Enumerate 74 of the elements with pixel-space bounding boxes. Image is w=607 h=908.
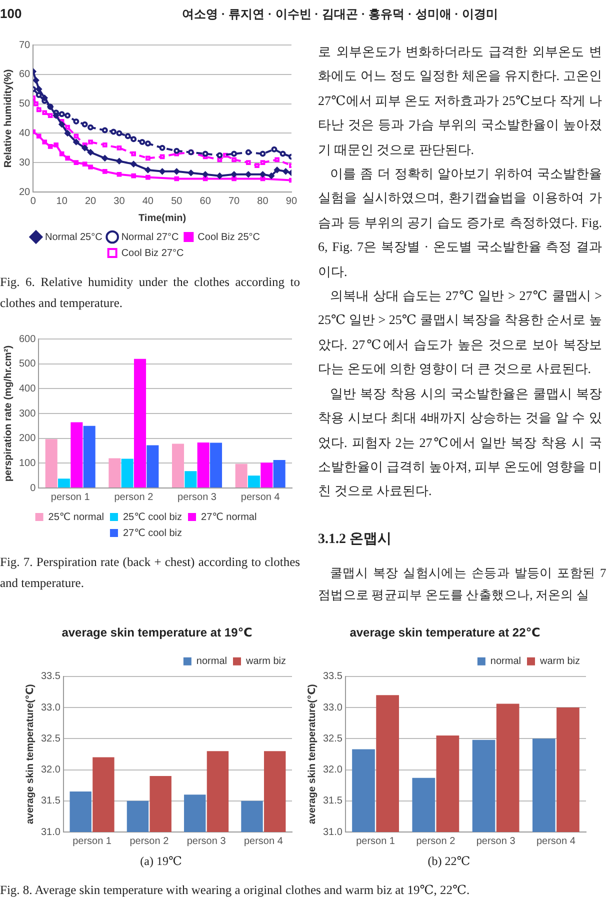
caption: Fig. 8. Average skin temperature with wearing a original clothes and warm biz at 19℃, 22℃. — [0, 882, 471, 898]
y-tick-label: 300 — [18, 408, 36, 420]
x-tick-label: person 4 — [240, 492, 280, 503]
y-tick-label: 70 — [19, 40, 31, 51]
x-tick-label: person 4 — [244, 836, 284, 847]
x-tick-label: 10 — [56, 196, 68, 207]
caption: Fig. 6. Relative humidity under the clothes according to clothes and temperature. — [0, 274, 300, 312]
y-axis-title: Relative humidity(%) — [2, 69, 14, 168]
x-tick-label: 70 — [228, 196, 240, 207]
x-tick-label: 20 — [84, 196, 97, 207]
y-tick-label: 30 — [19, 157, 31, 168]
y-tick-label: 20 — [19, 186, 31, 198]
y-tick-label: 200 — [18, 433, 36, 444]
legend-label: 27℃ cool biz — [122, 528, 182, 539]
y-tick-label: 32.5 — [322, 733, 343, 744]
y-tick-label: 33.0 — [40, 702, 61, 714]
y-tick-label: 31.0 — [40, 826, 61, 838]
x-tick-label: person 2 — [130, 836, 170, 847]
caption: Fig. 7. Perspiration rate (back + chest) according to clothes and temperature. — [0, 554, 300, 592]
x-tick-label: person 3 — [186, 836, 226, 847]
y-tick-label: 32.5 — [40, 733, 61, 744]
y-tick-label: 32.0 — [322, 764, 343, 776]
chart-title: average skin temperature at 19℃ — [62, 626, 252, 640]
y-tick-label: 40 — [19, 128, 31, 139]
legend-label: 25℃ normal — [48, 512, 104, 523]
y-tick-label: 32.0 — [40, 764, 61, 776]
legend-label: 27℃ normal — [201, 512, 257, 523]
y-tick-label: 33.5 — [40, 671, 61, 682]
legend-label: Normal 27°C — [121, 232, 179, 243]
text: (a) 19℃ — [139, 854, 183, 869]
x-tick-label: 50 — [171, 196, 183, 207]
text: 쿨맵시 복장 실험시에는 손등과 발등이 포함된 7점법으로 평균피부 온도를 산출했으나, 저온의 실 — [318, 565, 606, 604]
y-axis-title: average skin temperature(℃) — [306, 684, 318, 824]
x-axis-title: Time(min) — [138, 212, 186, 224]
x-tick-label: 60 — [200, 196, 212, 207]
y-tick-label: 400 — [18, 383, 36, 394]
x-tick-label: person 3 — [476, 836, 516, 847]
y-tick-label: 60 — [19, 69, 31, 80]
y-tick-label: 600 — [18, 334, 36, 345]
x-tick-label: person 1 — [72, 836, 112, 847]
text: 여소영 · 류지연 · 이수빈 · 김대곤 · 홍유덕 · 성미애 · 이경미 — [181, 6, 499, 23]
y-tick-label: 31.5 — [322, 796, 343, 807]
text: 3.1.2 온맵시 — [318, 531, 392, 548]
y-tick-label: 100 — [18, 458, 36, 469]
x-tick-label: 80 — [257, 196, 269, 207]
legend-label: Normal 25°C — [44, 232, 102, 243]
text: (b) 22℃ — [426, 854, 472, 869]
x-tick-label: 40 — [142, 196, 154, 207]
y-axis-title: average skin temperature(℃) — [24, 684, 36, 824]
legend-label: Cool Biz 25°C — [198, 232, 260, 243]
legend-label: 25℃ cool biz — [122, 512, 182, 523]
x-tick-label: person 4 — [536, 836, 576, 847]
chart-title: average skin temperature at 22℃ — [350, 626, 540, 640]
legend-label: warm biz — [538, 656, 580, 668]
y-tick-label: 50 — [19, 98, 31, 110]
x-tick-label: person 2 — [114, 492, 154, 503]
y-tick-label: 500 — [18, 358, 36, 370]
text: 로 외부온도가 변화하더라도 급격한 외부온도 변화에도 어느 정도 일정한 체온을 유지한다. 고온인 27℃에서 피부 온도 저하효과가 25℃보다 작게 나타난 것은 등과 가슴 부위의 국소발한율이 높아졌기 때문인 것으로 판단된다. 이를 좀 더 정확히 알아보기 위하여 국소발한율 실험을 실시하였으며, 환기캡슐법을 이용하여 가슴과 등 부위의 공기 습도 증가로 측정하였다. Fig. 6, Fig. 7은 복장별 · 온도별 국소발한율 측정 결과이다. 의복내 상대 습도는 27℃ 일반 > 27℃ 쿨맵시 > 25℃ 일반 > 25℃ 쿨맵시 복장을 착용한 순서로 높았다. 27℃에서 습도가 높은 것으로 보아 복장보다는 온도에 의한 영향이 더 큰 것으로 사료된다. 일반 복장 착용 시의 국소발한율은 쿨맵시 복장 착용 시보다 최대 4배까지 상승하는 것을 알 수 있었다. 피험자 2는 27℃에서 일반 복장 착용 시 국소발한율이 급격히 높아져, 피부 온도에 영향을 미친 것으로 사료된다. — [318, 44, 602, 498]
y-tick-label: 0 — [30, 482, 36, 494]
x-tick-label: 90 — [286, 196, 298, 207]
legend-label: normal — [196, 656, 228, 668]
y-tick-label: 31.0 — [322, 826, 343, 838]
y-tick-label: 33.0 — [322, 702, 343, 714]
y-tick-label: 31.5 — [40, 796, 61, 807]
y-tick-label: 33.5 — [322, 671, 343, 682]
x-tick-label: person 2 — [416, 836, 456, 847]
y-axis-title: perspiration rate (mg/hr.cm²) — [2, 345, 14, 482]
legend-label: Cool Biz 27°C — [121, 248, 184, 259]
legend-label: normal — [490, 656, 522, 668]
x-tick-label: person 3 — [178, 492, 217, 503]
x-tick-label: 30 — [114, 196, 126, 207]
x-tick-label: person 1 — [50, 492, 90, 503]
legend-label: warm biz — [244, 656, 286, 668]
x-tick-label: person 1 — [356, 836, 396, 847]
